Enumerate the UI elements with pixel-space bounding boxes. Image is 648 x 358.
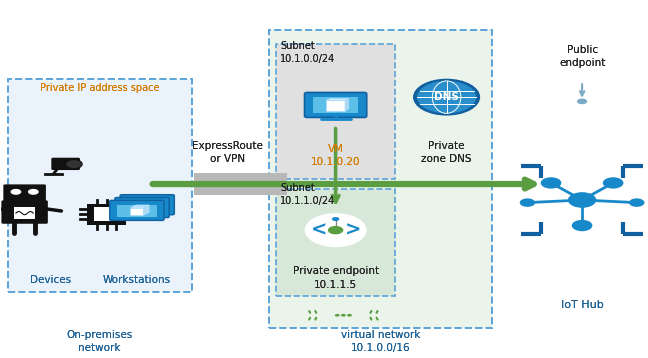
FancyBboxPatch shape xyxy=(115,198,169,218)
FancyBboxPatch shape xyxy=(127,199,167,211)
Circle shape xyxy=(335,314,340,316)
Circle shape xyxy=(540,177,561,189)
Text: Subnet
10.1.1.0/24: Subnet 10.1.1.0/24 xyxy=(280,183,336,206)
FancyBboxPatch shape xyxy=(87,204,126,225)
FancyBboxPatch shape xyxy=(3,184,46,203)
Text: Subnet
10.1.0.0/24: Subnet 10.1.0.0/24 xyxy=(280,41,336,64)
FancyBboxPatch shape xyxy=(305,92,367,117)
FancyBboxPatch shape xyxy=(14,207,35,219)
Text: Public
endpoint: Public endpoint xyxy=(559,45,605,68)
FancyBboxPatch shape xyxy=(94,207,119,221)
FancyBboxPatch shape xyxy=(120,195,174,215)
Text: On-premises
network: On-premises network xyxy=(66,330,133,353)
FancyBboxPatch shape xyxy=(313,97,358,113)
Text: Private IP address space: Private IP address space xyxy=(40,83,159,93)
FancyBboxPatch shape xyxy=(1,200,48,224)
Circle shape xyxy=(347,314,352,316)
Text: Private endpoint
10.1.1.5: Private endpoint 10.1.1.5 xyxy=(292,266,378,290)
Text: Private
zone DNS: Private zone DNS xyxy=(421,140,472,164)
Circle shape xyxy=(10,189,21,195)
Text: Workstations: Workstations xyxy=(103,275,171,285)
FancyBboxPatch shape xyxy=(8,79,192,292)
Circle shape xyxy=(305,213,367,247)
Circle shape xyxy=(328,226,343,234)
Bar xyxy=(194,173,287,195)
FancyBboxPatch shape xyxy=(275,44,395,179)
Circle shape xyxy=(413,79,480,116)
Circle shape xyxy=(28,189,39,195)
Polygon shape xyxy=(326,100,345,111)
FancyBboxPatch shape xyxy=(117,205,157,217)
Polygon shape xyxy=(145,206,148,214)
Text: Devices: Devices xyxy=(30,275,71,285)
Circle shape xyxy=(568,192,596,208)
Text: Private endpoint
10.1.1.5: Private endpoint 10.1.1.5 xyxy=(292,266,378,290)
Circle shape xyxy=(341,314,346,316)
FancyBboxPatch shape xyxy=(110,200,164,221)
Polygon shape xyxy=(146,205,149,213)
Text: Subnet
10.1.0.0/24: Subnet 10.1.0.0/24 xyxy=(280,41,336,64)
Circle shape xyxy=(332,217,340,221)
Text: DNS: DNS xyxy=(434,92,459,102)
Text: VM
10.1.0.20: VM 10.1.0.20 xyxy=(311,144,360,167)
FancyBboxPatch shape xyxy=(122,202,162,214)
Text: Workstations: Workstations xyxy=(103,275,171,285)
Polygon shape xyxy=(133,205,149,206)
FancyBboxPatch shape xyxy=(275,189,395,296)
Text: On-premises
network: On-premises network xyxy=(66,330,133,353)
Polygon shape xyxy=(326,98,349,100)
FancyBboxPatch shape xyxy=(51,158,80,170)
Text: Public
endpoint: Public endpoint xyxy=(559,45,605,68)
Text: Private
zone DNS: Private zone DNS xyxy=(421,140,472,164)
Circle shape xyxy=(417,81,476,113)
Text: ExpressRoute
or VPN: ExpressRoute or VPN xyxy=(192,140,262,164)
Text: IoT Hub: IoT Hub xyxy=(561,300,603,310)
Circle shape xyxy=(65,160,82,169)
Polygon shape xyxy=(132,206,148,207)
Text: virtual network
10.1.0.0/16: virtual network 10.1.0.0/16 xyxy=(341,330,421,353)
Text: Devices: Devices xyxy=(30,275,71,285)
Circle shape xyxy=(577,98,587,104)
Text: Private IP address space: Private IP address space xyxy=(40,83,159,93)
Text: VM
10.1.0.20: VM 10.1.0.20 xyxy=(311,144,360,167)
Circle shape xyxy=(603,177,623,189)
Text: virtual network
10.1.0.0/16: virtual network 10.1.0.0/16 xyxy=(341,330,421,353)
Polygon shape xyxy=(132,207,145,214)
Text: >: > xyxy=(345,221,361,240)
Text: ExpressRoute
or VPN: ExpressRoute or VPN xyxy=(192,140,262,164)
FancyBboxPatch shape xyxy=(269,30,492,328)
Text: <: < xyxy=(310,221,327,240)
Polygon shape xyxy=(345,98,349,111)
Circle shape xyxy=(520,198,535,207)
Circle shape xyxy=(629,198,645,207)
Polygon shape xyxy=(130,208,143,215)
Circle shape xyxy=(572,220,592,231)
Polygon shape xyxy=(130,207,146,208)
Text: Subnet
10.1.1.0/24: Subnet 10.1.1.0/24 xyxy=(280,183,336,206)
Polygon shape xyxy=(133,206,146,213)
Polygon shape xyxy=(143,207,146,215)
Text: IoT Hub: IoT Hub xyxy=(561,300,603,310)
